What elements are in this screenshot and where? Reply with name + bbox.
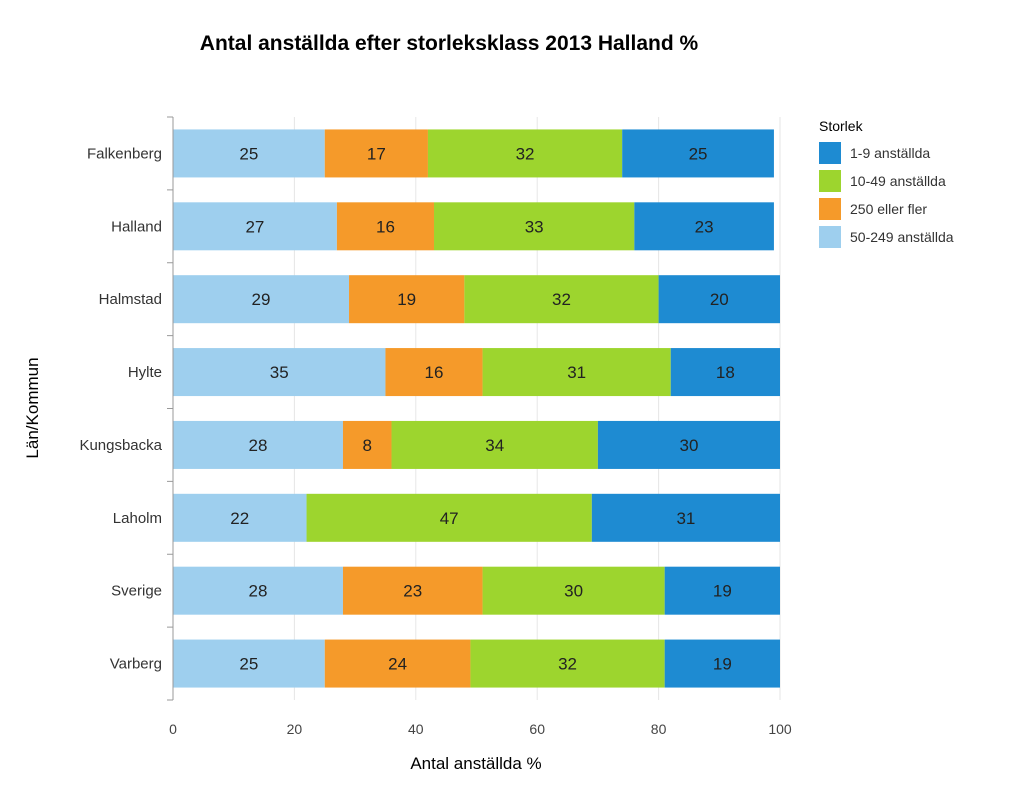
data-label: 35: [270, 363, 289, 382]
data-label: 31: [676, 509, 695, 528]
bar-segment: [482, 566, 665, 615]
bar-segment: [336, 202, 435, 251]
legend-swatch: [819, 198, 841, 220]
data-label: 22: [230, 509, 249, 528]
bar-segment: [664, 566, 780, 615]
bar-segment: [634, 202, 774, 251]
data-label: 20: [710, 290, 729, 309]
bar-segment: [324, 639, 471, 688]
bar-segment: [470, 639, 665, 688]
bar-segment: [173, 420, 343, 469]
legend-label: 50-249 anställda: [850, 229, 954, 245]
data-label: 31: [567, 363, 586, 382]
bar-segment: [464, 275, 659, 324]
x-tick-label: 20: [287, 721, 303, 737]
x-tick-label: 60: [529, 721, 545, 737]
bar-segment: [482, 348, 671, 397]
category-label: Halland: [111, 218, 162, 235]
bar-segment: [391, 420, 598, 469]
data-label: 29: [252, 290, 271, 309]
data-label: 47: [440, 509, 459, 528]
x-axis-title: Antal anställda %: [410, 754, 541, 773]
data-label: 16: [376, 217, 395, 236]
bar-segment: [658, 275, 780, 324]
data-label: 28: [249, 436, 268, 455]
bar-segment: [324, 129, 428, 178]
legend-label: 1-9 anställda: [850, 145, 930, 161]
data-label: 19: [713, 582, 732, 601]
legend-swatch: [819, 170, 841, 192]
data-label: 25: [239, 144, 258, 163]
legend-swatch: [819, 226, 841, 248]
data-label: 17: [367, 144, 386, 163]
bar-segment: [173, 275, 350, 324]
data-label: 30: [679, 436, 698, 455]
axes: 0 20 40 60 80 100 Falkenberg Halland Halmstad Hyl…: [79, 116, 792, 737]
data-label: 25: [239, 655, 258, 674]
bar-segment: [385, 348, 483, 397]
legend-label: 250 eller fler: [850, 201, 927, 217]
data-label: 19: [713, 655, 732, 674]
bar-segment: [664, 639, 780, 688]
bar-segment: [173, 566, 343, 615]
bar-segment: [342, 566, 483, 615]
bars: 25 17 32 25 27 16 33 23 29 19 32 20 35 16 31 18 28 8 34 30 2…: [173, 129, 780, 688]
legend-title: Storlek: [819, 118, 864, 134]
bar-segment: [306, 493, 592, 542]
x-tick-label: 40: [408, 721, 424, 737]
bar-segment: [591, 493, 780, 542]
category-label: Varberg: [110, 656, 162, 673]
data-label: 28: [249, 582, 268, 601]
x-tick-label: 80: [651, 721, 667, 737]
data-label: 24: [388, 655, 407, 674]
data-label: 18: [716, 363, 735, 382]
bar-segment: [622, 129, 774, 178]
category-label: Kungsbacka: [79, 437, 162, 454]
category-label: Halmstad: [99, 291, 162, 308]
legend-swatch: [819, 142, 841, 164]
bar-segment: [173, 493, 307, 542]
bar-segment: [173, 202, 337, 251]
data-label: 32: [558, 655, 577, 674]
bar-segment: [173, 639, 325, 688]
y-axis-title: Län/Kommun: [23, 357, 42, 458]
bar-segment: [173, 129, 325, 178]
bar-segment: [342, 420, 392, 469]
data-label: 32: [516, 144, 535, 163]
data-label: 27: [245, 217, 264, 236]
category-label: Hylte: [128, 364, 162, 381]
category-label: Falkenberg: [87, 145, 162, 162]
bar-segment: [427, 129, 623, 178]
bar-segment: [349, 275, 465, 324]
category-label: Sverige: [111, 583, 162, 600]
legend-label: 10-49 anställda: [850, 173, 946, 189]
category-label: Laholm: [113, 510, 162, 527]
data-label: 8: [363, 436, 372, 455]
data-label: 34: [485, 436, 504, 455]
bar-segment: [173, 348, 386, 397]
bar-segment: [597, 420, 780, 469]
data-label: 16: [425, 363, 444, 382]
data-label: 32: [552, 290, 571, 309]
data-label: 19: [397, 290, 416, 309]
x-tick-label: 100: [768, 721, 792, 737]
data-label: 33: [525, 217, 544, 236]
data-label: 25: [689, 144, 708, 163]
data-label: 30: [564, 582, 583, 601]
bar-segment: [434, 202, 635, 251]
x-tick-label: 0: [169, 721, 177, 737]
data-label: 23: [403, 582, 422, 601]
bar-segment: [670, 348, 780, 397]
chart-title: Antal anställda efter storleksklass 2013…: [200, 32, 699, 55]
data-label: 23: [695, 217, 714, 236]
legend: Storlek 1-9 anställda 10-49 anställda 250 …: [819, 118, 954, 248]
